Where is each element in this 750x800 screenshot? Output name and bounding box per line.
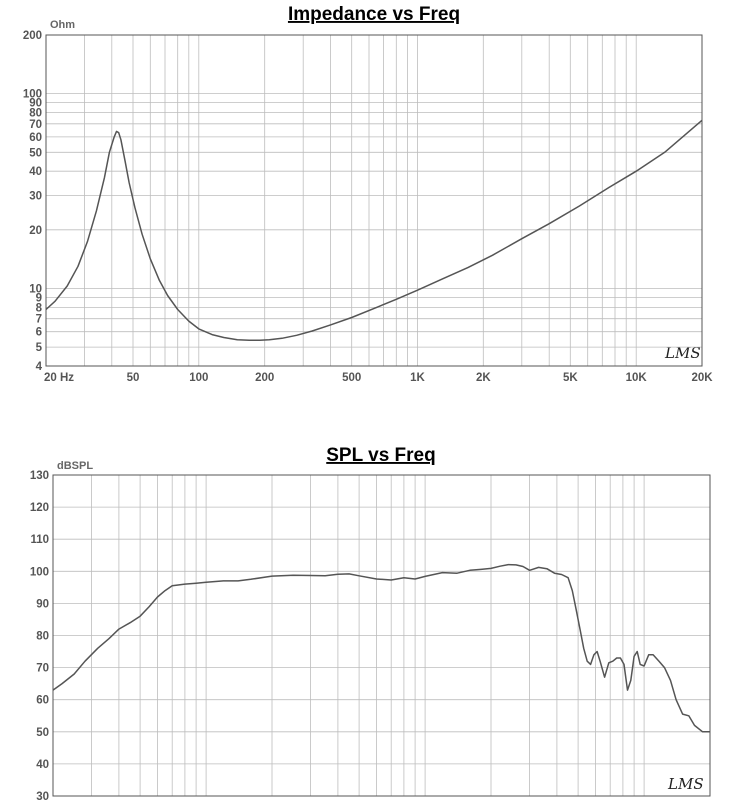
impedance-x-tick-label: 20 Hz [44, 372, 74, 384]
impedance-y-tick-label: 80 [29, 108, 42, 120]
impedance-y-tick-label: 10 [29, 284, 42, 296]
spl-y-tick-label: 80 [36, 631, 49, 643]
spl-lms-logo: LMS [667, 775, 704, 793]
impedance-y-tick-label: 40 [29, 166, 42, 178]
spl-chart: SPL vs Freq dBSPL LMS 30 40 50 60 70 80 90 100 1… [30, 445, 711, 800]
impedance-x-tick-label: 5K [563, 372, 578, 384]
spl-y-tick-label: 110 [30, 534, 49, 546]
spl-plot-frame [52, 474, 711, 797]
impedance-x-tick-label: 2K [476, 372, 491, 384]
impedance-y-tick-label: 9 [36, 292, 42, 304]
impedance-x-tick-label: 100 [189, 372, 208, 384]
spl-y-tick-label: 120 [30, 502, 49, 514]
spl-y-tick-label: 30 [36, 791, 49, 800]
spl-y-tick-label: 60 [36, 695, 49, 707]
impedance-series-line [45, 119, 703, 342]
impedance-y-tick-label: 7 [36, 314, 42, 326]
impedance-chart-title: Impedance vs Freq [288, 4, 460, 25]
impedance-x-tick-label: 1K [410, 372, 425, 384]
spl-series-line [52, 563, 710, 733]
impedance-x-tick-label: 10K [626, 372, 648, 384]
spl-y-tick-label: 90 [36, 598, 49, 610]
impedance-y-tick-label: 90 [29, 98, 42, 110]
impedance-y-tick-label: 30 [29, 191, 42, 203]
impedance-y-unit: Ohm [50, 19, 75, 31]
spl-y-tick-label: 40 [36, 759, 49, 771]
impedance-x-tick-label: 500 [342, 372, 361, 384]
impedance-y-tick-label: 50 [29, 147, 42, 159]
impedance-y-tick-label: 5 [36, 342, 43, 354]
impedance-y-tick-label: 200 [23, 30, 42, 42]
impedance-y-tick-label: 6 [36, 327, 42, 339]
impedance-y-tick-label: 100 [23, 89, 42, 101]
spl-y-unit: dBSPL [57, 460, 93, 472]
impedance-y-tick-label: 8 [36, 302, 43, 314]
spl-chart-title: SPL vs Freq [326, 445, 435, 466]
impedance-y-tick-label: 20 [29, 225, 42, 237]
impedance-x-tick-label: 50 [127, 372, 140, 384]
impedance-lms-logo: LMS [664, 344, 701, 362]
spl-y-tick-label: 100 [30, 566, 49, 578]
impedance-x-tick-label: 20K [691, 372, 713, 384]
impedance-y-tick-label: 60 [29, 132, 42, 144]
spl-y-tick-label: 130 [30, 470, 49, 482]
spl-y-tick-label: 70 [36, 663, 49, 675]
impedance-x-tick-label: 200 [255, 372, 274, 384]
impedance-plot-frame [45, 34, 703, 367]
impedance-y-tick-label: 70 [29, 119, 42, 131]
spl-y-tick-label: 50 [36, 727, 49, 739]
impedance-y-tick-label: 4 [36, 361, 43, 373]
